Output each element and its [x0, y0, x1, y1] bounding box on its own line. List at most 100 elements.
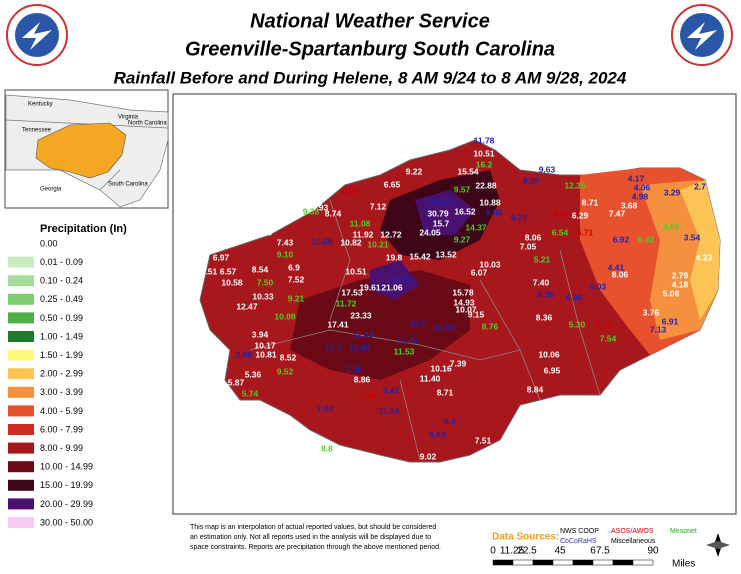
legend-swatch	[8, 293, 34, 305]
station-value: 6.03	[342, 185, 359, 195]
station-value: 2.7	[694, 181, 706, 191]
scale-segment	[632, 559, 654, 566]
station-value: 8.84	[527, 384, 544, 394]
station-value: 16.52	[454, 206, 476, 216]
legend-swatch	[8, 424, 34, 435]
legend-swatch	[8, 442, 34, 454]
title: Greenville-Spartanburg South Carolina	[185, 38, 555, 60]
station-value: 9.42	[383, 385, 400, 395]
station-value: 30.79	[427, 208, 449, 218]
station-value: 6.51	[201, 266, 218, 276]
legend-swatch	[8, 275, 34, 287]
station-value: 10.03	[479, 259, 501, 269]
legend-label: 6.00 - 7.99	[40, 424, 83, 434]
map-area	[199, 139, 721, 463]
legend-swatch	[8, 256, 34, 268]
station-value: 16.83	[391, 274, 413, 284]
station-value: 12.47	[236, 301, 258, 311]
station-value: 6.71	[577, 227, 594, 237]
station-value: 3.29	[664, 187, 681, 197]
logo-bolt	[22, 22, 52, 50]
station-value: 9.63	[539, 164, 556, 174]
station-value: 10.51	[345, 266, 367, 276]
scale-unit: Miles	[672, 559, 695, 570]
station-value: 9.57	[454, 184, 471, 194]
station-value: 6.06	[566, 292, 583, 302]
scale-segment	[532, 559, 554, 566]
station-value: 12.72	[380, 229, 402, 239]
station-value: 16.7	[410, 318, 427, 328]
station-value: 9.43	[429, 429, 446, 439]
station-value: 4.06	[634, 182, 651, 192]
station-value: 11.43	[353, 329, 374, 339]
logo-bolt	[687, 22, 717, 50]
legend-label: 20.00 - 29.99	[40, 499, 93, 509]
legend-swatch	[8, 461, 34, 473]
station-value: 8.52	[280, 352, 297, 362]
station-value: 10.33	[252, 291, 274, 301]
station-value: 2.79	[672, 270, 689, 280]
station-value: 10.88	[479, 197, 501, 207]
station-value: 10.08	[274, 311, 296, 321]
station-value: 7.43	[277, 237, 294, 247]
station-value: 6.42	[638, 234, 655, 244]
station-value: 3.94	[252, 329, 269, 339]
inset-area	[35, 122, 127, 179]
station-value: 7.40	[533, 277, 550, 287]
station-value: 5.88	[622, 374, 639, 384]
scale-label: 0	[490, 546, 496, 557]
legend-swatch	[8, 349, 34, 361]
station-value: 14.93	[453, 297, 475, 307]
station-value: 10.17	[254, 340, 276, 350]
legend-label: 0.25 - 0.49	[40, 294, 83, 304]
legend-swatch	[8, 517, 34, 528]
legend-label: 8.00 - 9.99	[40, 443, 83, 453]
station-value: 16.2	[476, 159, 493, 169]
station-value: 9.70	[511, 212, 528, 222]
station-value: 4.41	[608, 262, 625, 272]
station-value: 7.95	[346, 364, 363, 374]
station-value: 6.57	[220, 266, 237, 276]
legend-label: 4.00 - 5.99	[40, 406, 83, 416]
station-value: 5.30	[569, 319, 586, 329]
station-value: 3.68	[621, 200, 638, 210]
station-value: 6.65	[384, 179, 401, 189]
station-value: 7.50	[257, 277, 274, 287]
legend-label: 30.00 - 50.00	[40, 517, 93, 527]
station-value: 8.8	[321, 443, 333, 453]
station-value: 8.06	[612, 269, 629, 279]
region	[680, 180, 720, 320]
station-value: 10.16	[430, 363, 452, 373]
inset-label: North Carolina	[128, 121, 167, 127]
source: NWS COOP	[560, 528, 599, 535]
inset-label: Tennessee	[22, 128, 52, 134]
station-value: 3.76	[643, 307, 660, 317]
station-value: 6.91	[662, 316, 679, 326]
station-value: 15.42	[409, 251, 431, 261]
station-value: 8.36	[536, 312, 553, 322]
station-value: 10.58	[221, 277, 243, 287]
station-value: 9.93	[312, 202, 329, 212]
station-value: 2.68	[236, 349, 253, 359]
station-value: 5.21	[534, 254, 551, 264]
scale-segment	[552, 559, 574, 566]
station-value: 8.4	[444, 416, 456, 426]
station-value: 21.06	[381, 282, 403, 292]
legend: Precipitation (In) 0.00 0.01 - 0.09 0.10 -…	[8, 223, 127, 528]
station-value: 9.15	[468, 309, 485, 319]
station-value: 11.46	[397, 335, 418, 345]
source: CoCoRaHS	[560, 538, 597, 545]
station-value: 6.9	[288, 262, 300, 272]
station-value: 12.85	[349, 342, 371, 352]
station-value: 5.36	[245, 369, 262, 379]
station-value: 8.06	[525, 232, 542, 242]
inset-label: Kentucky	[28, 102, 53, 108]
north-arrow	[706, 533, 730, 557]
station-value: 8.39	[523, 175, 540, 185]
station-value: 6.29	[572, 210, 589, 220]
region	[415, 190, 475, 235]
legend-label: 1.00 - 1.49	[40, 331, 83, 341]
